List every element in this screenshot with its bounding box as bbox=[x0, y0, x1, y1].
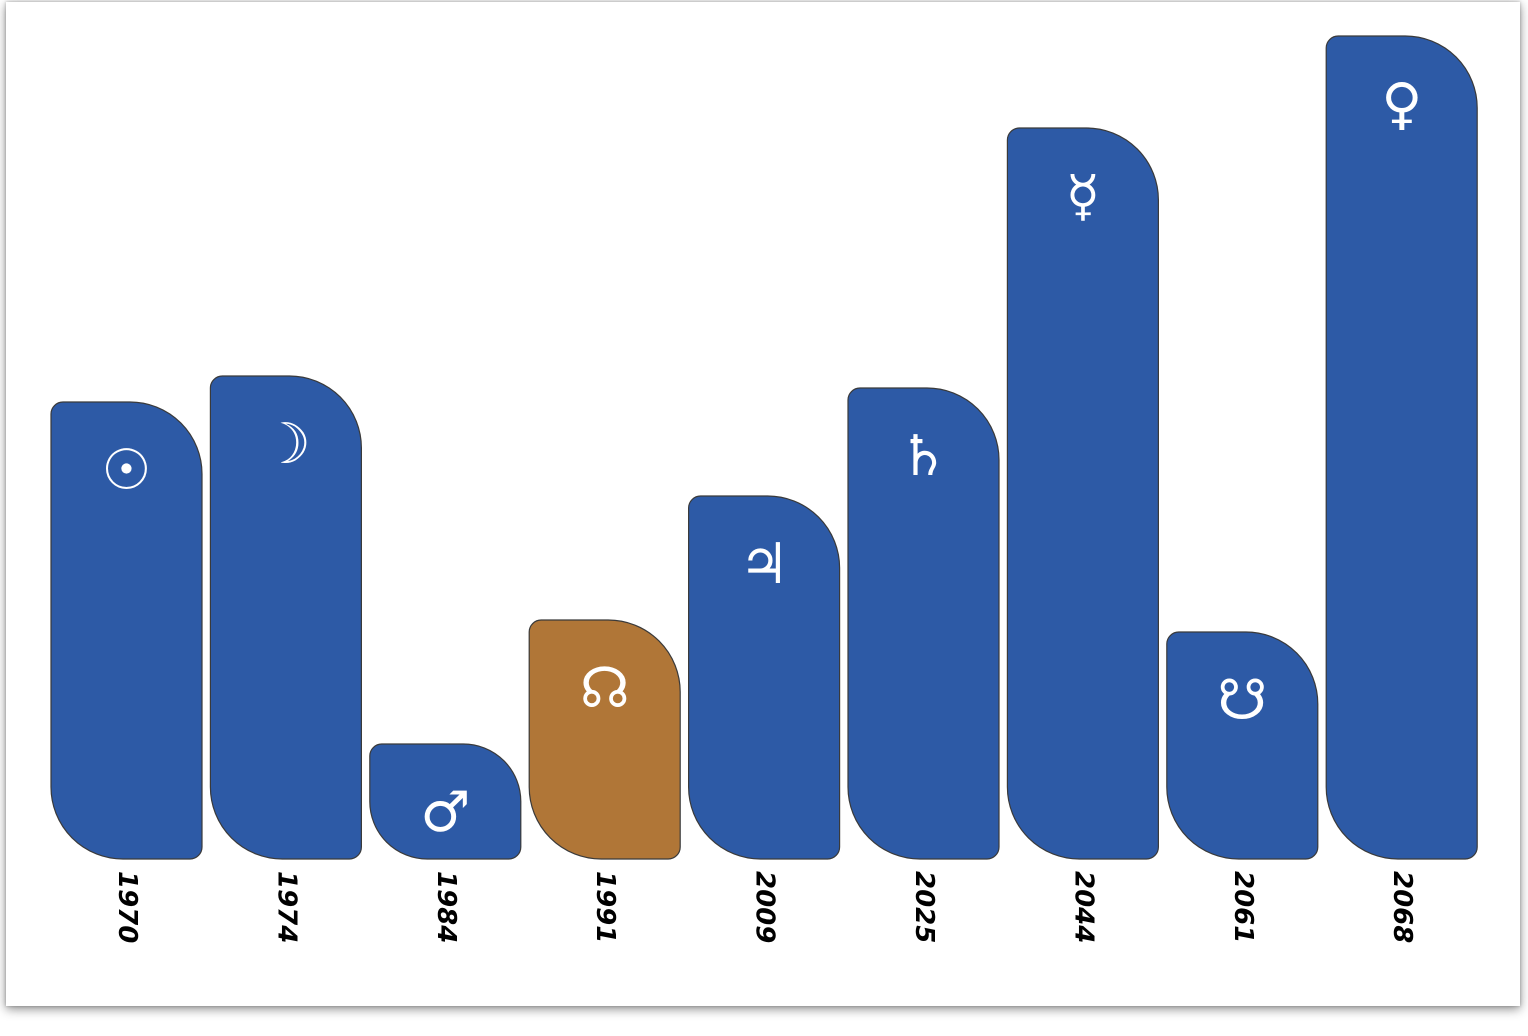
bar-2068 bbox=[1325, 35, 1478, 860]
bar-symbol-2044: ☿ bbox=[1066, 164, 1100, 229]
bar-symbol-2061: ☋ bbox=[1217, 668, 1267, 733]
tick-label-2044: 2044 bbox=[1068, 871, 1098, 943]
tick-labels-layer: 1970 1974 1984 1991 2009 2025 2044 2061 2068 bbox=[112, 871, 1417, 943]
bar-2061 bbox=[1166, 631, 1319, 860]
bar-2025 bbox=[847, 387, 1000, 860]
tick-label-1984: 1984 bbox=[431, 871, 461, 943]
tick-label-2009: 2009 bbox=[750, 871, 780, 943]
bar-2009 bbox=[688, 495, 841, 860]
bar-symbol-1974: ☽ bbox=[261, 412, 311, 477]
bar-1984 bbox=[369, 743, 522, 860]
tick-label-1970: 1970 bbox=[112, 871, 142, 943]
tick-label-2061: 2061 bbox=[1228, 871, 1258, 943]
bar-1970 bbox=[50, 401, 203, 860]
tick-label-2025: 2025 bbox=[909, 871, 939, 943]
tick-label-1974: 1974 bbox=[271, 871, 301, 943]
tick-label-1991: 1991 bbox=[590, 871, 620, 943]
bar-symbol-1970: ☉ bbox=[101, 438, 151, 503]
bar-symbol-2068: ♀ bbox=[1381, 72, 1422, 137]
bar-1974 bbox=[209, 375, 362, 860]
bar-symbol-2009: ♃ bbox=[739, 532, 789, 597]
bars-layer: ☉ ☽ ♂ ☊ ♃ ♄ ☿ ☋ ♀ bbox=[50, 35, 1478, 860]
bar-symbol-1991: ☊ bbox=[580, 656, 630, 721]
tick-label-2068: 2068 bbox=[1387, 871, 1417, 943]
bar-2044 bbox=[1006, 127, 1159, 860]
bar-symbol-2025: ♄ bbox=[898, 424, 948, 489]
bar-symbol-1984: ♂ bbox=[420, 780, 470, 845]
bar-1991 bbox=[528, 619, 681, 860]
